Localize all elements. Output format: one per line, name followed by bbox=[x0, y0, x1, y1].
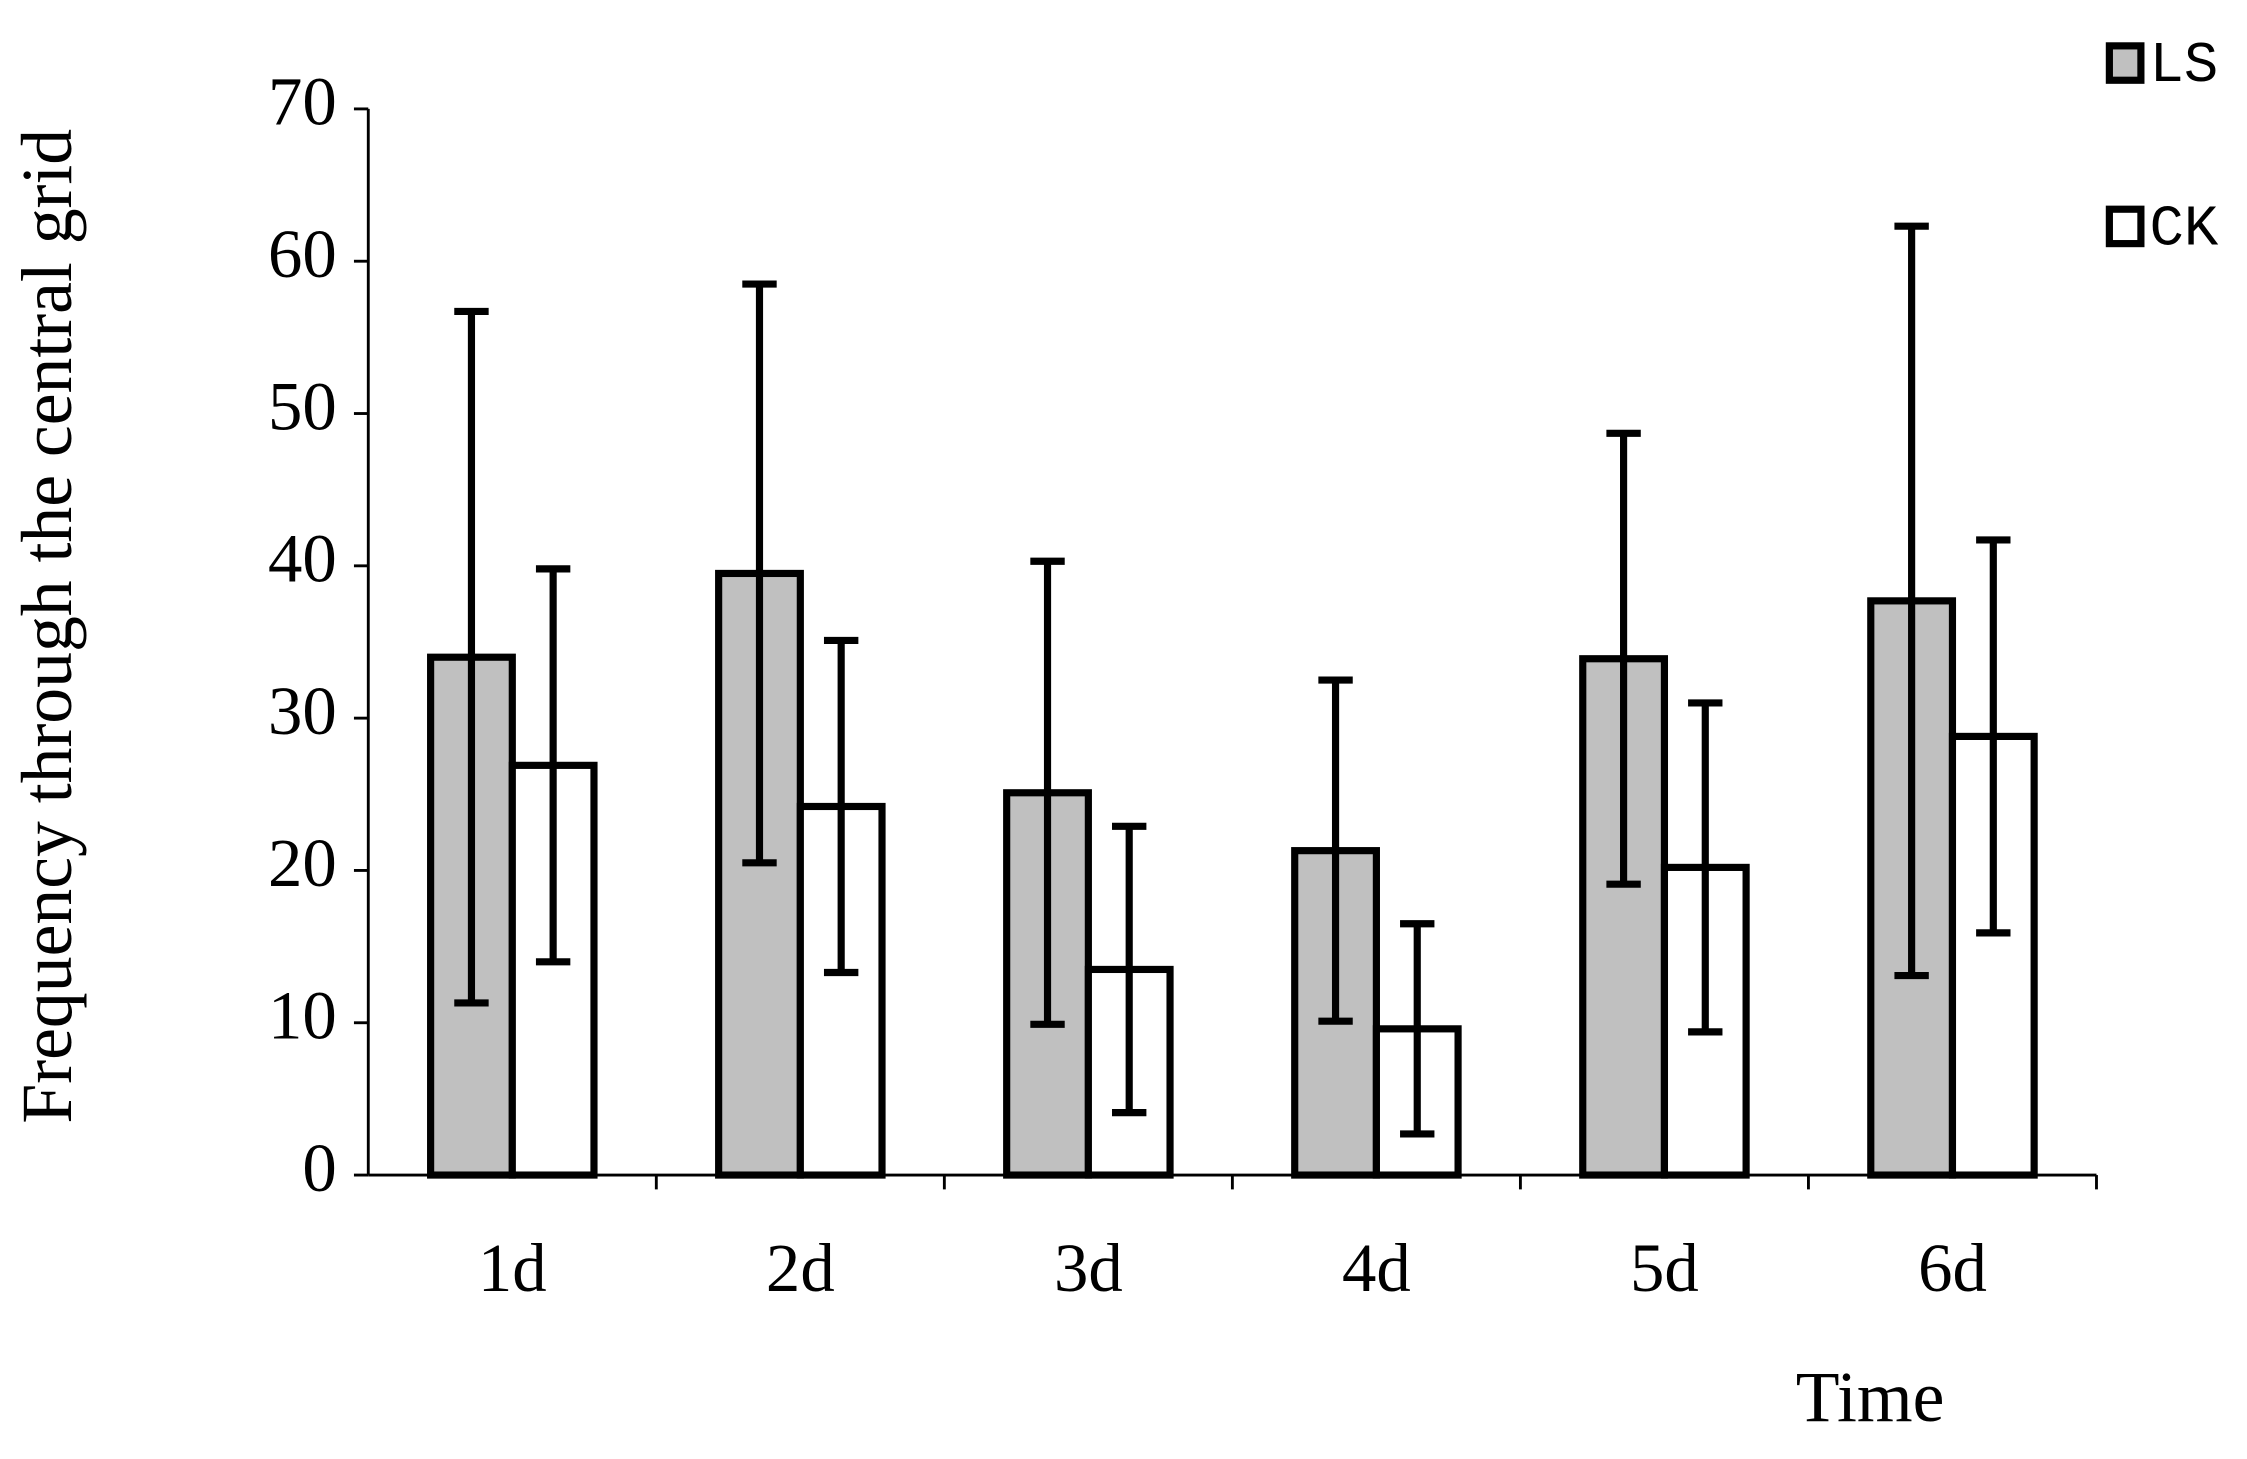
x-tick-label: 1d bbox=[478, 1230, 547, 1306]
legend-swatch bbox=[2105, 205, 2145, 248]
y-tick-label: 50 bbox=[268, 368, 337, 444]
x-axis-label: Time bbox=[1796, 1358, 1945, 1437]
y-tick-label: 60 bbox=[268, 216, 337, 292]
y-axis-label: Frequency through the central grid bbox=[8, 129, 87, 1124]
x-tick-label: 4d bbox=[1342, 1230, 1411, 1306]
x-tick-label: 6d bbox=[1918, 1230, 1987, 1306]
legend-label: LS bbox=[2150, 34, 2219, 99]
bar bbox=[715, 569, 804, 1179]
x-tick-label: 3d bbox=[1054, 1230, 1123, 1306]
x-tick-label: 5d bbox=[1630, 1230, 1699, 1306]
legend-label: CK bbox=[2150, 197, 2219, 262]
bar bbox=[1579, 655, 1669, 1179]
y-tick-label: 20 bbox=[268, 825, 337, 901]
y-tick-label: 70 bbox=[268, 64, 337, 140]
x-tick-label: 2d bbox=[766, 1230, 835, 1306]
y-tick-label: 0 bbox=[302, 1130, 336, 1206]
plot: Time Frequency through the central grid … bbox=[8, 34, 2219, 1437]
y-tick-label: 30 bbox=[268, 673, 337, 749]
y-tick-label: 10 bbox=[268, 978, 337, 1054]
legend-swatch bbox=[2105, 42, 2145, 84]
y-tick-label: 40 bbox=[268, 521, 337, 597]
